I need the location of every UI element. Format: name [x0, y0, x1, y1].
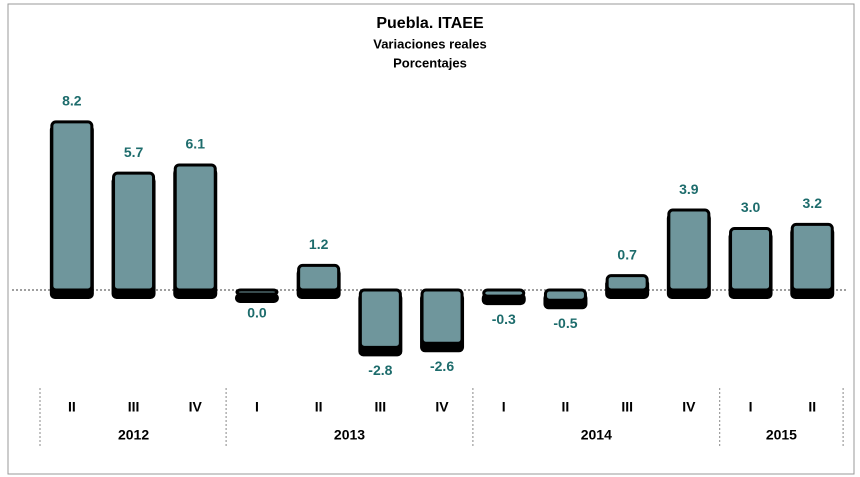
x-tick-label: IV [682, 399, 696, 415]
x-tick-label: I [502, 399, 506, 415]
value-label: 3.0 [741, 199, 761, 215]
value-label: -2.8 [368, 362, 392, 378]
value-label: -0.5 [553, 315, 577, 331]
bar [297, 263, 341, 292]
x-tick-label: I [749, 399, 753, 415]
group-label: 2012 [118, 427, 149, 443]
value-label: 3.2 [803, 195, 823, 211]
bar [112, 171, 156, 292]
bar [790, 222, 834, 292]
x-tick-label: I [255, 399, 259, 415]
value-label: 0.0 [247, 305, 267, 321]
x-tick-label: IV [435, 399, 449, 415]
value-label: 3.9 [679, 181, 699, 197]
x-tick-label: III [375, 399, 387, 415]
bar [358, 288, 402, 349]
value-label: -2.6 [430, 358, 454, 374]
x-tick-label: II [315, 399, 323, 415]
x-tick-label: III [128, 399, 140, 415]
x-tick-label: III [621, 399, 633, 415]
unit-label: Porcentajes [393, 55, 467, 70]
bar [235, 288, 279, 296]
x-tick-label: II [808, 399, 816, 415]
value-label: 0.7 [617, 246, 637, 262]
group-label: 2015 [766, 427, 797, 443]
value-label: 1.2 [309, 236, 329, 252]
x-tick-label: II [68, 399, 76, 415]
x-tick-label: IV [189, 399, 203, 415]
bar [482, 288, 526, 298]
chart-title: Puebla. ITAEE [376, 15, 484, 32]
value-label: -0.3 [492, 311, 516, 327]
group-label: 2014 [581, 427, 612, 443]
bar [50, 120, 94, 292]
value-label: 5.7 [124, 144, 144, 160]
bar [729, 227, 773, 292]
bar [605, 274, 649, 292]
group-label: 2013 [334, 427, 365, 443]
bar [420, 288, 464, 345]
bar [667, 208, 711, 292]
value-label: 8.2 [62, 93, 82, 109]
value-label: 6.1 [186, 136, 206, 152]
x-tick-label: II [562, 399, 570, 415]
bar [173, 163, 217, 292]
frame [7, 3, 855, 475]
bar [543, 288, 587, 302]
chart-subtitle: Variaciones reales [373, 36, 486, 51]
